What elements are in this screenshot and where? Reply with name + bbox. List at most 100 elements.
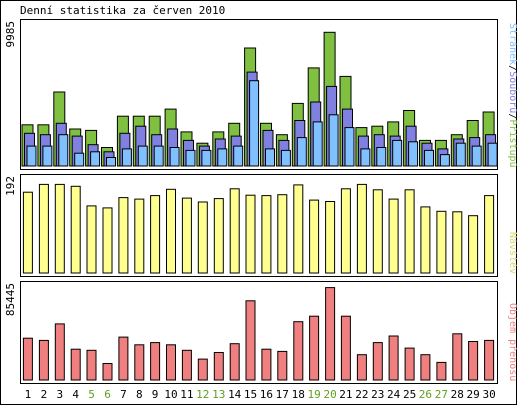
- bottom-panel-frame: [20, 281, 498, 384]
- bar-objem-p-enosu-day-1: [22, 337, 33, 381]
- bar-str-nek-day-13: [217, 148, 228, 167]
- top-legend-item-2: Souborů: [507, 71, 517, 113]
- bar-n-v-t-v-day-9: [150, 195, 161, 274]
- bar-objem-p-enosu-day-23: [372, 342, 383, 381]
- day-label-22: 22: [355, 388, 368, 401]
- bar-str-nek-day-30: [487, 142, 498, 167]
- bar-str-nek-day-23: [376, 147, 387, 167]
- day-label-9: 9: [152, 388, 159, 401]
- bar-objem-p-enosu-day-8: [134, 344, 145, 381]
- bar-str-nek-day-18: [296, 137, 307, 167]
- bar-objem-p-enosu-day-6: [102, 363, 113, 381]
- bar-objem-p-enosu-day-18: [293, 321, 304, 381]
- middle-max-label: 192: [4, 176, 17, 196]
- bar-n-v-t-v-day-19: [309, 199, 320, 274]
- day-label-17: 17: [276, 388, 289, 401]
- day-label-13: 13: [212, 388, 225, 401]
- day-label-3: 3: [56, 388, 63, 401]
- bar-n-v-t-v-day-17: [277, 194, 288, 274]
- middle-panel: 192 Návštěv: [4, 174, 517, 277]
- bar-objem-p-enosu-day-7: [118, 336, 129, 381]
- bar-str-nek-day-17: [280, 149, 291, 167]
- bar-str-nek-day-10: [169, 147, 180, 167]
- bar-n-v-t-v-day-24: [388, 198, 399, 274]
- bottom-panel: 85445 Objem přenosu: [4, 281, 517, 384]
- bar-n-v-t-v-day-3: [54, 183, 65, 274]
- top-max-label: 9985: [4, 21, 17, 48]
- chart-panels: 9985 Stránek/Souborů/Přístupů192Návštěv85…: [4, 19, 517, 384]
- day-label-25: 25: [403, 388, 416, 401]
- bar-n-v-t-v-day-16: [261, 195, 272, 274]
- bar-objem-p-enosu-day-4: [70, 348, 81, 381]
- day-label-30: 30: [482, 388, 495, 401]
- bar-str-nek-day-12: [201, 149, 212, 167]
- bar-str-nek-day-25: [408, 141, 419, 167]
- bar-objem-p-enosu-day-25: [404, 347, 415, 381]
- bar-n-v-t-v-day-29: [468, 215, 479, 274]
- bar-n-v-t-v-day-25: [404, 189, 415, 274]
- day-label-20: 20: [323, 388, 336, 401]
- bar-str-nek-day-5: [90, 151, 101, 167]
- bar-str-nek-day-11: [185, 149, 196, 167]
- bar-objem-p-enosu-day-26: [420, 354, 431, 381]
- bottom-legend: Objem přenosu: [507, 303, 517, 381]
- bar-objem-p-enosu-day-20: [325, 287, 336, 381]
- bar-n-v-t-v-day-6: [102, 207, 113, 274]
- day-label-6: 6: [104, 388, 111, 401]
- bar-objem-p-enosu-day-16: [261, 348, 272, 381]
- bar-str-nek-day-7: [121, 148, 132, 167]
- bar-str-nek-day-24: [392, 139, 403, 167]
- day-label-18: 18: [292, 388, 305, 401]
- day-label-2: 2: [41, 388, 48, 401]
- day-label-19: 19: [307, 388, 320, 401]
- bar-str-nek-day-15: [249, 80, 260, 167]
- bar-objem-p-enosu-day-9: [150, 342, 161, 381]
- top-legend-item-3: /: [507, 113, 517, 119]
- bar-n-v-t-v-day-4: [70, 185, 81, 274]
- bar-objem-p-enosu-day-11: [181, 349, 192, 381]
- bar-n-v-t-v-day-26: [420, 206, 431, 274]
- bar-str-nek-day-3: [58, 134, 69, 167]
- day-label-26: 26: [419, 388, 432, 401]
- bar-n-v-t-v-day-5: [86, 205, 97, 274]
- bottom-max-label: 85445: [4, 283, 17, 316]
- bar-n-v-t-v-day-28: [452, 211, 463, 274]
- bar-str-nek-day-16: [265, 148, 275, 167]
- bar-str-nek-day-1: [26, 145, 37, 167]
- bar-n-v-t-v-day-7: [118, 197, 129, 274]
- bar-str-nek-day-22: [360, 148, 371, 167]
- top-legend-item-4: Přístupů: [507, 119, 517, 167]
- day-label-4: 4: [72, 388, 79, 401]
- bar-objem-p-enosu-day-3: [54, 323, 65, 381]
- bar-n-v-t-v-day-11: [181, 197, 192, 274]
- bar-objem-p-enosu-day-10: [166, 344, 176, 381]
- chart-title: Denní statistika za červen 2010: [20, 4, 225, 17]
- day-label-1: 1: [25, 388, 32, 401]
- bar-n-v-t-v-day-2: [38, 183, 49, 274]
- bar-str-nek-day-2: [42, 145, 53, 167]
- bar-objem-p-enosu-day-15: [245, 300, 256, 381]
- bar-n-v-t-v-day-15: [245, 194, 256, 274]
- middle-panel-frame: [20, 174, 498, 277]
- bar-str-nek-day-28: [455, 142, 466, 167]
- bar-n-v-t-v-day-13: [213, 198, 224, 274]
- bar-str-nek-day-21: [344, 127, 355, 167]
- bar-str-nek-day-27: [439, 154, 450, 167]
- day-label-5: 5: [88, 388, 95, 401]
- bar-n-v-t-v-day-1: [22, 191, 33, 274]
- bar-n-v-t-v-day-20: [325, 201, 336, 274]
- bar-objem-p-enosu-day-14: [229, 343, 240, 381]
- bar-n-v-t-v-day-12: [197, 201, 208, 274]
- bar-n-v-t-v-day-23: [372, 189, 383, 274]
- bar-objem-p-enosu-day-27: [436, 361, 447, 381]
- bar-n-v-t-v-day-14: [229, 188, 240, 274]
- bar-str-nek-day-9: [153, 145, 164, 167]
- top-panel: 9985 Stránek/Souborů/Přístupů: [4, 19, 517, 170]
- bar-objem-p-enosu-day-5: [86, 349, 97, 381]
- bar-objem-p-enosu-day-19: [309, 315, 320, 381]
- top-legend: Stránek/Souborů/Přístupů: [507, 23, 517, 168]
- bar-str-nek-day-19: [312, 121, 323, 167]
- day-label-16: 16: [260, 388, 273, 401]
- bar-str-nek-day-26: [424, 149, 434, 167]
